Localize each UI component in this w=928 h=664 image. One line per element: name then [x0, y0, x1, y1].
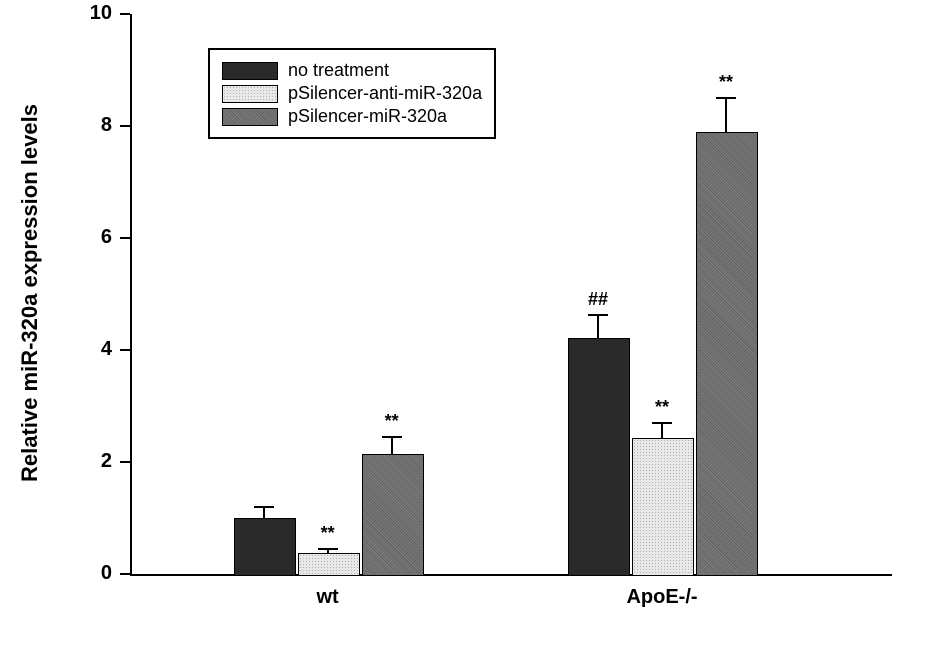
legend-label: no treatment — [288, 60, 389, 81]
legend-swatch — [222, 62, 278, 80]
y-tick-mark — [120, 13, 130, 15]
y-tick-label: 6 — [70, 226, 112, 249]
significance-label: ** — [288, 523, 368, 544]
chart-container: Relative miR-320a expression levels no t… — [0, 0, 928, 664]
y-axis-label: Relative miR-320a expression levels — [17, 93, 43, 493]
y-tick-label: 0 — [70, 562, 112, 585]
bar — [632, 438, 694, 576]
error-bar-cap — [588, 314, 608, 316]
error-bar-cap — [382, 436, 402, 438]
legend-label: pSilencer-miR-320a — [288, 106, 447, 127]
legend-item: pSilencer-anti-miR-320a — [222, 83, 482, 104]
significance-label: ** — [686, 72, 766, 93]
y-tick-label: 8 — [70, 114, 112, 137]
y-tick-mark — [120, 237, 130, 239]
error-bar-cap — [318, 548, 338, 550]
y-tick-label: 10 — [70, 2, 112, 25]
x-tick-label: ApoE-/- — [582, 586, 742, 609]
bar — [234, 518, 296, 576]
significance-label: ## — [558, 289, 638, 310]
bar — [568, 338, 630, 576]
y-tick-label: 2 — [70, 450, 112, 473]
significance-label: ** — [622, 397, 702, 418]
legend: no treatmentpSilencer-anti-miR-320apSile… — [208, 48, 496, 139]
legend-item: no treatment — [222, 60, 482, 81]
bar — [298, 553, 360, 576]
y-tick-mark — [120, 461, 130, 463]
error-bar — [597, 315, 599, 337]
significance-label: ** — [352, 411, 432, 432]
error-bar-cap — [652, 422, 672, 424]
x-tick-label: wt — [248, 586, 408, 609]
error-bar — [263, 507, 265, 518]
error-bar-cap — [716, 97, 736, 99]
legend-swatch — [222, 85, 278, 103]
error-bar — [391, 437, 393, 454]
bar — [696, 132, 758, 576]
bar — [362, 454, 424, 576]
error-bar — [725, 98, 727, 132]
legend-label: pSilencer-anti-miR-320a — [288, 83, 482, 104]
y-tick-mark — [120, 573, 130, 575]
y-tick-mark — [120, 125, 130, 127]
legend-item: pSilencer-miR-320a — [222, 106, 482, 127]
error-bar-cap — [254, 506, 274, 508]
y-tick-mark — [120, 349, 130, 351]
error-bar — [661, 423, 663, 439]
legend-swatch — [222, 108, 278, 126]
y-tick-label: 4 — [70, 338, 112, 361]
